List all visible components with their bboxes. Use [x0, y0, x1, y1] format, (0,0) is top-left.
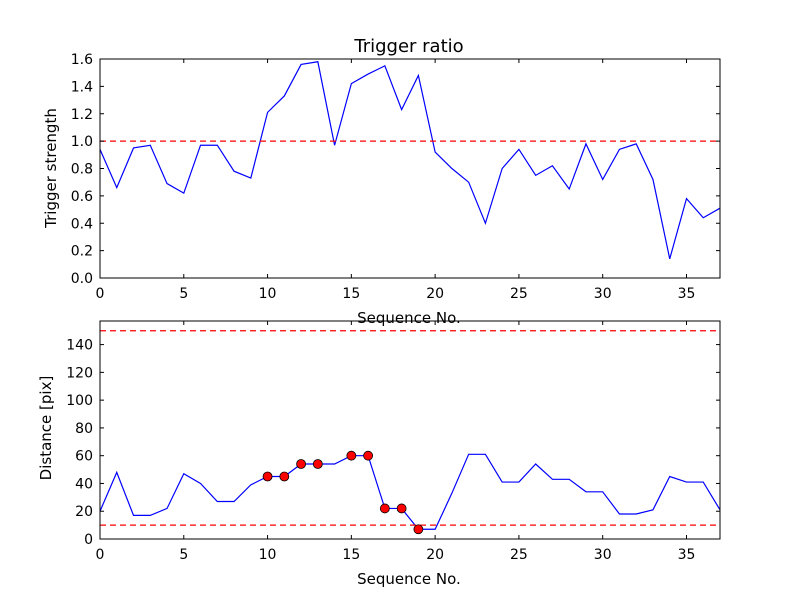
x-axis-label: Sequence No.	[357, 309, 461, 327]
x-tick-label: 25	[510, 286, 528, 302]
y-axis-label: Trigger strength	[42, 108, 60, 229]
y-tick-label: 140	[66, 338, 93, 354]
x-tick-label: 0	[96, 286, 105, 302]
y-tick-label: 20	[75, 504, 93, 520]
y-tick-label: 1.2	[71, 107, 93, 123]
data-point-marker	[413, 524, 424, 535]
x-axis-label: Sequence No.	[357, 570, 461, 588]
y-tick-label: 0.4	[71, 216, 93, 232]
y-axis-label: Distance [pix]	[37, 376, 55, 481]
x-tick-label: 25	[510, 547, 528, 563]
x-tick-label: 15	[342, 547, 360, 563]
plot-content	[99, 61, 721, 260]
series-line	[99, 453, 721, 530]
x-tick-label: 20	[426, 547, 444, 563]
series-line	[99, 61, 721, 260]
x-tick-label: 35	[678, 286, 696, 302]
axis-ticks: 0 5 10 15 20 25 30 35 0.0 0.2 0.4 0.6 0.8 1.0 1.2 1.4 1.…	[71, 52, 720, 302]
x-tick-label: 10	[259, 547, 277, 563]
y-tick-label: 40	[75, 476, 93, 492]
data-point-marker	[279, 471, 290, 482]
x-tick-label: 0	[96, 547, 105, 563]
y-tick-label: 1.0	[71, 134, 93, 150]
axis-ticks: 0 5 10 15 20 25 30 35 0 20 40 60 80 100 120 140	[66, 321, 720, 563]
data-point-marker	[296, 459, 306, 469]
plot-frame	[99, 320, 721, 540]
y-tick-label: 60	[75, 449, 93, 465]
x-tick-label: 35	[678, 547, 696, 563]
y-tick-label: 0	[84, 532, 93, 548]
data-point-marker	[346, 450, 357, 461]
y-tick-label: 120	[66, 365, 93, 381]
data-point-marker	[363, 450, 374, 461]
data-point-marker	[379, 503, 390, 514]
y-tick-label: 0.2	[71, 244, 93, 260]
y-tick-label: 0.8	[71, 162, 93, 178]
data-point-marker	[312, 459, 323, 469]
distance-chart: 0 5 10 15 20 25 30 35 0 20 40 60 80 100 120 140 Sequenc…	[37, 320, 721, 588]
y-tick-label: 100	[66, 393, 93, 409]
plot-frame	[99, 58, 721, 279]
chart-title: Trigger ratio	[353, 36, 463, 57]
x-tick-label: 30	[594, 286, 612, 302]
x-tick-label: 5	[179, 286, 188, 302]
y-tick-label: 0.0	[71, 271, 93, 287]
data-point-marker	[396, 503, 407, 514]
x-tick-label: 30	[594, 547, 612, 563]
x-tick-label: 15	[342, 286, 360, 302]
y-tick-label: 1.6	[71, 52, 93, 68]
x-tick-label: 20	[426, 286, 444, 302]
y-tick-label: 0.6	[71, 189, 93, 205]
data-point-marker	[262, 471, 273, 482]
trigger-ratio-chart: Trigger ratio 0 5 10 15 20 25 30 35 0.0 0.2 0.4 0.6…	[42, 36, 721, 327]
plot-content	[99, 330, 721, 535]
y-tick-label: 80	[75, 421, 93, 437]
y-tick-label: 1.4	[71, 79, 93, 95]
x-tick-label: 10	[259, 286, 277, 302]
x-tick-label: 5	[179, 547, 188, 563]
